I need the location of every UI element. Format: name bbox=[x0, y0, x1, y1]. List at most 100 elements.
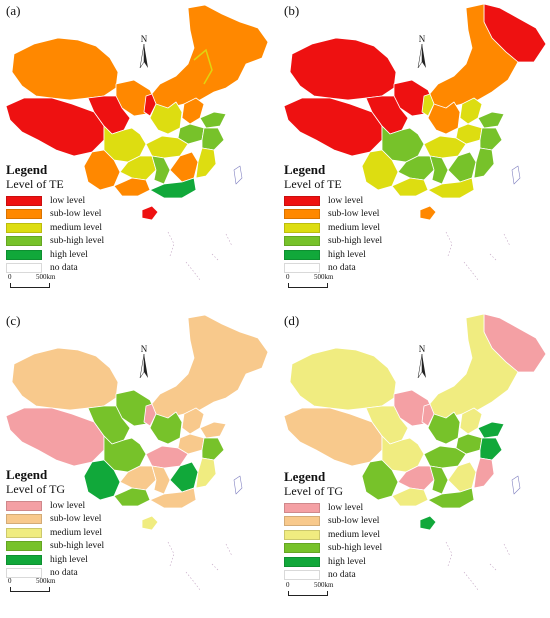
legend-item-low: low level bbox=[6, 194, 104, 208]
scale-line bbox=[10, 283, 50, 288]
region-subhigh bbox=[473, 147, 495, 179]
region-medium bbox=[195, 147, 217, 179]
scale-line bbox=[288, 283, 328, 288]
legend-subtitle: Level of TE bbox=[6, 177, 64, 191]
north-arrow: N bbox=[412, 34, 432, 72]
panel-label: (d) bbox=[284, 313, 300, 328]
legend-item-subhigh: sub-high level bbox=[284, 542, 382, 556]
legend-item-label: medium level bbox=[328, 529, 380, 540]
legend-subtitle: Level of TG bbox=[6, 482, 66, 496]
region-low bbox=[283, 97, 383, 157]
north-label: N bbox=[140, 344, 148, 354]
legend-item-high: high level bbox=[284, 555, 382, 569]
region-sublow bbox=[119, 465, 157, 491]
region-sublow bbox=[149, 487, 197, 509]
region-high bbox=[479, 437, 503, 461]
north-label: N bbox=[418, 34, 426, 44]
legend-item-label: medium level bbox=[50, 222, 102, 233]
region-subhigh bbox=[381, 125, 425, 163]
north-arrow: N bbox=[134, 344, 154, 382]
north-label: N bbox=[418, 344, 426, 354]
legend-subtitle: Level of TE bbox=[284, 177, 342, 191]
legend-item-sublow: sub-low level bbox=[6, 208, 104, 222]
legend-item-subhigh: sub-high level bbox=[284, 235, 382, 249]
legend-item-label: sub-low level bbox=[50, 514, 102, 525]
legend-item-label: high level bbox=[328, 249, 366, 260]
legend-item-label: high level bbox=[50, 554, 88, 565]
region-medium bbox=[391, 487, 429, 507]
legend-item-label: sub-high level bbox=[50, 541, 105, 552]
region-sublow bbox=[149, 314, 269, 421]
legend-item-medium: medium level bbox=[6, 221, 104, 235]
legend-item-label: no data bbox=[50, 263, 78, 274]
swatch-subhigh bbox=[284, 543, 320, 554]
region-sublow bbox=[113, 177, 151, 197]
legend-item-sublow: sub-low level bbox=[284, 208, 382, 222]
panel-label: (c) bbox=[6, 313, 21, 328]
legend-item-label: sub-high level bbox=[328, 543, 383, 554]
legend-item-sublow: sub-low level bbox=[284, 515, 382, 529]
legend-item-nodata: no data bbox=[6, 262, 104, 276]
swatch-medium bbox=[284, 529, 320, 540]
region-low bbox=[141, 205, 159, 221]
legend-item-nodata: no data bbox=[6, 567, 104, 581]
swatch-medium bbox=[6, 222, 42, 233]
scale-zero: 0 bbox=[286, 581, 290, 589]
legend-item-subhigh: sub-high level bbox=[6, 235, 104, 249]
north-label: N bbox=[140, 34, 148, 44]
legend-item-low: low level bbox=[284, 194, 382, 208]
region-subhigh bbox=[479, 127, 503, 151]
legend: Legend Level of TG low level sub-low lev… bbox=[6, 468, 104, 580]
legend: Legend Level of TG low level sub-low lev… bbox=[284, 470, 382, 582]
swatch-low bbox=[6, 195, 42, 206]
region-subhigh bbox=[397, 155, 435, 181]
legend-title: Legend bbox=[284, 162, 326, 177]
swatch-subhigh bbox=[6, 236, 42, 247]
legend-item-label: high level bbox=[50, 249, 88, 260]
swatch-medium bbox=[6, 527, 42, 538]
legend-item-low: low level bbox=[6, 499, 104, 513]
legend-subtitle: Level of TG bbox=[284, 484, 344, 498]
region-subhigh bbox=[201, 437, 225, 461]
map-panel-d: (d) N Legend Level of TG low level sub-l… bbox=[278, 310, 550, 616]
region-subhigh bbox=[201, 127, 225, 151]
scale-zero: 0 bbox=[8, 577, 12, 585]
legend-item-sublow: sub-low level bbox=[6, 513, 104, 527]
scale-zero: 0 bbox=[286, 273, 290, 281]
region-subhigh bbox=[427, 487, 475, 509]
swatch-high bbox=[284, 556, 320, 567]
legend-title: Legend bbox=[284, 469, 326, 484]
legend: Legend Level of TE low level sub-low lev… bbox=[284, 163, 382, 275]
region-high bbox=[477, 421, 505, 439]
legend-item-label: sub-low level bbox=[328, 209, 380, 220]
legend-item-label: no data bbox=[328, 570, 356, 581]
swatch-nodata bbox=[284, 570, 320, 581]
region-sublow bbox=[11, 347, 119, 411]
map-panel-a: (a) N Legend Level of TE low level sub-l… bbox=[0, 0, 272, 306]
region-sublow bbox=[199, 421, 227, 439]
swatch-nodata bbox=[6, 568, 42, 579]
region-medium bbox=[103, 125, 147, 163]
china-map-a bbox=[5, 4, 269, 281]
legend-item-label: medium level bbox=[50, 527, 102, 538]
region-subhigh bbox=[103, 435, 147, 473]
scale-line bbox=[10, 587, 50, 592]
north-arrow: N bbox=[134, 34, 154, 72]
scale-distance: 500km bbox=[314, 581, 334, 589]
scale-distance: 500km bbox=[36, 577, 56, 585]
region-medium bbox=[427, 177, 475, 199]
region-medium bbox=[381, 435, 425, 473]
region-medium bbox=[195, 457, 217, 489]
legend-item-medium: medium level bbox=[284, 221, 382, 235]
region-low bbox=[365, 95, 409, 135]
legend-title: Legend bbox=[6, 162, 48, 177]
region-subhigh bbox=[87, 405, 131, 445]
region-low bbox=[5, 97, 105, 157]
swatch-high bbox=[6, 249, 42, 260]
swatch-high bbox=[284, 249, 320, 260]
region-sublow bbox=[283, 407, 383, 467]
swatch-sublow bbox=[284, 516, 320, 527]
scale-distance: 500km bbox=[36, 273, 56, 281]
north-arrow-icon bbox=[139, 353, 148, 379]
legend-item-label: sub-low level bbox=[50, 209, 102, 220]
